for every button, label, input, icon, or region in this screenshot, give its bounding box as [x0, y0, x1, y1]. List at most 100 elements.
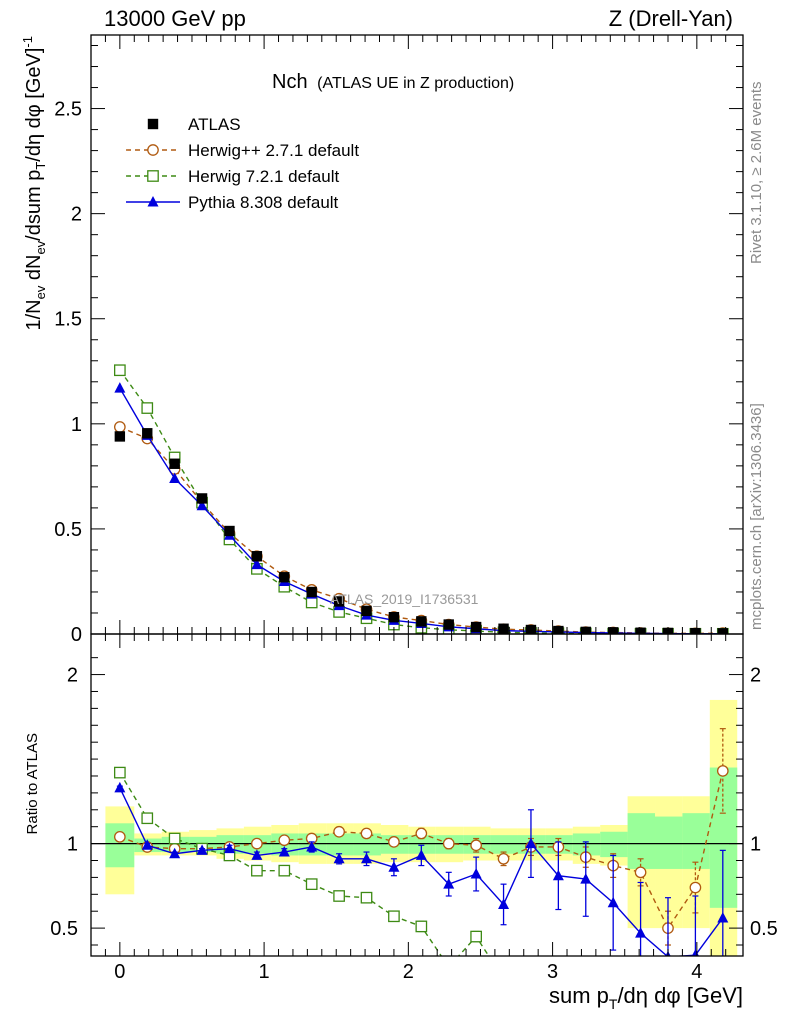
main-point-atlas	[443, 619, 454, 630]
main-y-tick-label: 2	[71, 204, 82, 226]
stat-uncertainty-band	[600, 831, 628, 858]
ratio-point	[470, 930, 482, 943]
legend-marker	[147, 118, 159, 130]
main-point-atlas	[717, 628, 729, 634]
main-y-axis-label: 1/Nev dNev/dsum pT/dη dφ [GeV]-1	[20, 36, 48, 331]
ratio-point	[689, 881, 702, 894]
x-tick-label: 0	[114, 961, 125, 983]
main-y-tick-label: 1	[71, 414, 82, 436]
main-point-atlas	[224, 525, 235, 537]
main-point-atlas	[114, 431, 126, 442]
legend-item: ATLAS	[147, 115, 241, 134]
ratio-point	[333, 825, 345, 838]
ratio-frame	[90, 633, 744, 957]
main-point-herwig++	[113, 421, 126, 433]
plot-title-sub: (ATLAS UE in Z production)	[317, 75, 514, 92]
ratio-point	[169, 847, 181, 859]
ratio-plot-area	[91, 699, 743, 975]
mcplots-label: mcplots.cern.ch [arXiv:1306.3436]	[748, 403, 765, 630]
ratio-point	[251, 849, 263, 860]
stat-uncertainty-band	[572, 833, 601, 856]
stat-uncertainty-band	[326, 833, 354, 856]
ratio-point	[497, 852, 510, 865]
main-point-herwig	[141, 402, 154, 414]
ratio-point	[388, 910, 400, 923]
ratio-y-tick-label-right: 0.5	[750, 918, 778, 940]
ratio-point	[278, 834, 291, 847]
ratio-point	[717, 911, 729, 923]
ratio-point	[333, 890, 345, 902]
main-point-pythia	[251, 558, 263, 570]
stat-uncertainty-band	[408, 835, 436, 854]
ratio-point	[443, 878, 455, 889]
x-tick-label: 4	[691, 961, 702, 983]
analysis-watermark: ATLAS_2019_I1736531	[330, 591, 479, 607]
ratio-point	[415, 920, 428, 933]
main-point-atlas	[196, 493, 208, 504]
ratio-point	[278, 846, 290, 857]
ratio-point	[635, 927, 647, 938]
main-point-atlas	[306, 586, 317, 598]
legend-item: Herwig 7.2.1 default	[126, 167, 339, 186]
ratio-point	[361, 852, 373, 864]
stat-uncertainty-band	[353, 833, 381, 856]
ratio-y-tick-label-left: 1	[67, 834, 78, 856]
main-point-atlas	[690, 627, 701, 634]
ratio-point	[113, 766, 126, 779]
ratio-point	[360, 891, 373, 904]
stat-uncertainty-band	[655, 816, 683, 869]
plot-title: Nch (ATLAS UE in Z production)	[272, 71, 514, 93]
ratio-point	[634, 866, 647, 879]
ratio-point	[141, 812, 154, 825]
ratio-point	[525, 837, 537, 849]
ratio-point	[415, 827, 428, 840]
legend-marker	[147, 170, 159, 182]
main-point-atlas	[525, 624, 537, 634]
main-point-atlas	[553, 625, 564, 634]
x-tick-label: 3	[547, 961, 558, 983]
ratio-point	[470, 868, 482, 879]
main-point-atlas	[470, 621, 482, 633]
main-y-tick-label: 1.5	[54, 309, 82, 331]
ratio-y-axis-label: Ratio to ATLAS	[24, 733, 41, 834]
legend: ATLAS Herwig++ 2.7.1 default Herwig 7.2.1 …	[126, 115, 359, 212]
ratio-y-tick-label-left: 0.5	[50, 918, 78, 940]
main-point-atlas	[169, 458, 180, 469]
legend-label: Pythia 8.308 default	[188, 193, 339, 212]
main-point-atlas	[388, 611, 400, 623]
ratio-point	[552, 869, 564, 881]
legend-label: ATLAS	[188, 115, 241, 134]
ratio-point	[607, 896, 619, 908]
header-left: 13000 GeV pp	[104, 6, 246, 31]
x-axis-label: sum pT/dη dφ [GeV]	[549, 983, 743, 1012]
ratio-y-tick-label-right: 2	[750, 665, 761, 687]
header-right: Z (Drell-Yan)	[609, 6, 733, 31]
rivet-label: Rivet 3.1.10, ≥ 2.6M events	[748, 82, 765, 265]
x-tick-label: 2	[403, 961, 414, 983]
ratio-y-tick-label-left: 2	[67, 665, 78, 687]
main-point-atlas	[498, 623, 509, 634]
ratio-point	[278, 864, 291, 877]
main-point-atlas	[333, 596, 345, 607]
main-point-atlas	[142, 428, 153, 439]
stat-uncertainty-band	[105, 823, 135, 868]
main-point-herwig	[113, 364, 126, 377]
plot-title-main: Nch	[272, 71, 308, 93]
stat-uncertainty-band	[627, 813, 656, 869]
x-tick-label: 1	[259, 961, 270, 983]
main-point-herwig	[305, 596, 318, 609]
main-point-atlas	[607, 627, 619, 634]
legend-item: Herwig++ 2.7.1 default	[126, 141, 359, 160]
ratio-point	[415, 849, 427, 860]
ratio-point	[526, 965, 536, 975]
ratio-point	[168, 832, 181, 845]
main-y-tick-label: 0.5	[54, 519, 82, 541]
ratio-point	[360, 827, 373, 840]
ratio-point	[498, 898, 510, 909]
main-plot-area	[113, 364, 729, 634]
main-point-pythia	[169, 472, 181, 483]
ratio-point	[196, 844, 208, 855]
ratio-point	[305, 878, 318, 891]
ratio-point	[113, 830, 126, 843]
